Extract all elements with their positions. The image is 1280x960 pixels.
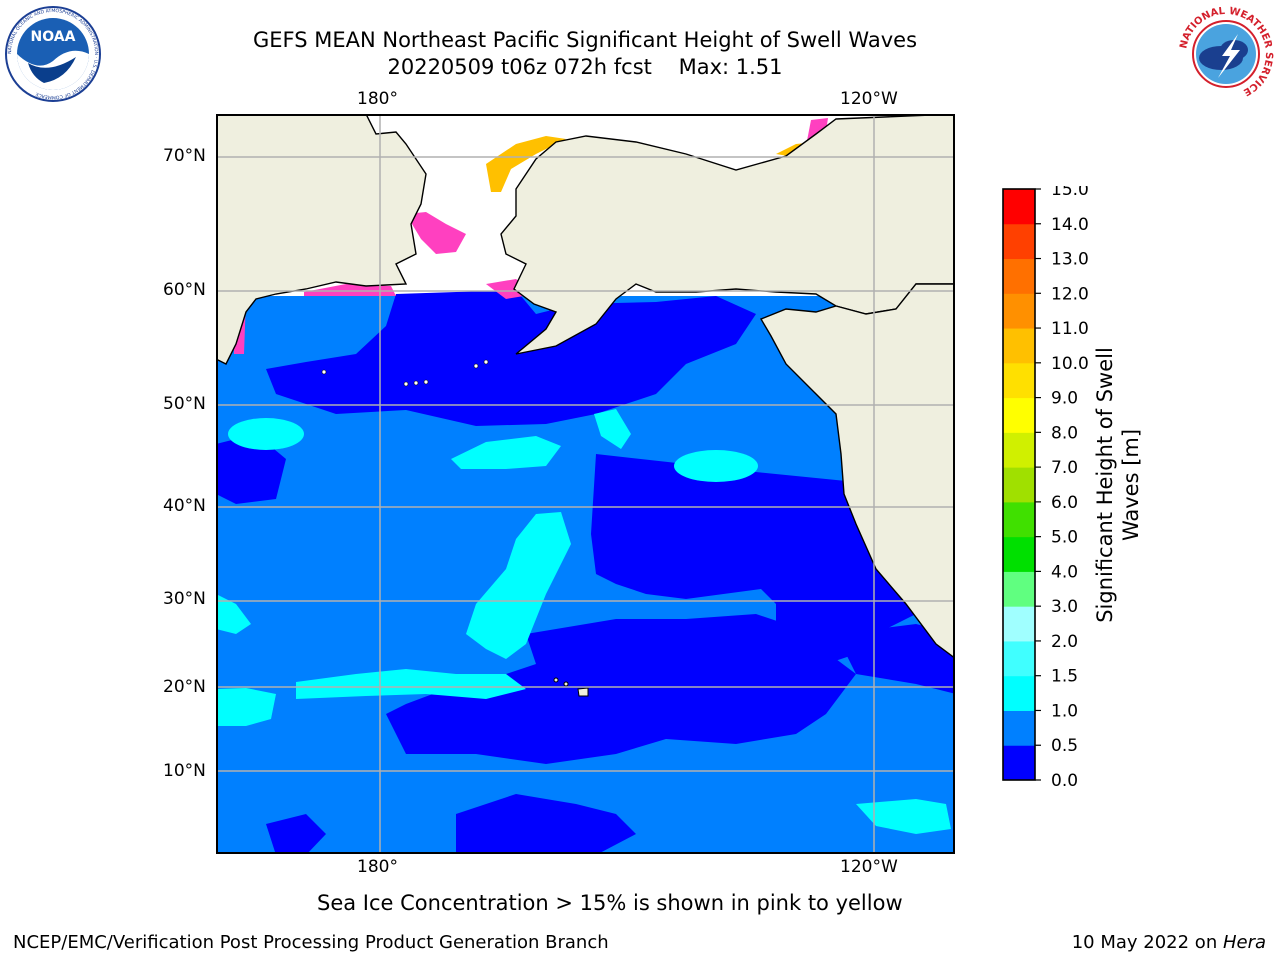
map-frame (216, 114, 955, 854)
map-subtitle: 20220509 t06z 072h fcst Max: 1.51 (387, 55, 783, 79)
high-swell-regions (217, 409, 951, 834)
date-text: 10 May 2022 on (1071, 932, 1223, 953)
colorbar-segment (1003, 606, 1035, 642)
colorbar-segment (1003, 223, 1035, 260)
colorbar-tick-label: 0.5 (1051, 736, 1078, 756)
lon-label-bottom-180: 180° (357, 857, 398, 877)
colorbar-segment (1003, 536, 1035, 572)
aleutian-islands (321, 359, 489, 387)
lon-label-top-180: 180° (357, 89, 398, 109)
land-masses (217, 115, 954, 659)
colorbar-segment (1003, 293, 1035, 329)
colorbar-segment (1003, 362, 1035, 399)
colorbar-segment (1003, 501, 1035, 538)
colorbar-segment (1003, 397, 1035, 433)
colorbar-tick-label: 2.0 (1051, 632, 1078, 652)
host-name: Hera (1222, 932, 1266, 953)
colorbar-label-line1: Significant Height of Swell (1093, 347, 1117, 623)
colorbar-segment (1003, 189, 1035, 225)
colorbar-frame (1002, 188, 1036, 781)
colorbar-tick-label: 10.0 (1051, 354, 1089, 374)
date-line: 10 May 2022 on Hera (1072, 932, 1266, 953)
graticule (217, 115, 954, 853)
sea-ice-note: Sea Ice Concentration > 15% is shown in … (317, 891, 903, 915)
colorbar-tick-label: 11.0 (1051, 319, 1089, 339)
lat-label-50n: 50°N (163, 394, 206, 414)
colorbar-tick-label: 6.0 (1051, 493, 1078, 513)
colorbar-segment (1003, 710, 1035, 746)
map-panel (216, 114, 955, 854)
colorbar-segment (1003, 640, 1035, 677)
nws-logo: NATIONAL WEATHER SERVICE (1178, 6, 1274, 102)
noaa-logo-text: NOAA (31, 29, 76, 45)
colorbar-tick-label: 13.0 (1051, 250, 1089, 270)
colorbar-segment (1003, 675, 1035, 711)
colorbar-segment (1003, 328, 1035, 364)
lat-label-30n: 30°N (163, 589, 206, 609)
colorbar-segment (1003, 467, 1035, 503)
colorbar-segment (1003, 571, 1035, 607)
lon-label-top-120w: 120°W (840, 89, 898, 109)
colorbar-tick-label: 1.0 (1051, 701, 1078, 721)
colorbar-segment (1003, 745, 1035, 781)
colorbar-segment (1003, 432, 1035, 468)
colorbar-tick-label: 1.5 (1051, 667, 1078, 687)
colorbar-tick-label: 14.0 (1051, 215, 1089, 235)
colorbar-label-line2: Waves [m] (1119, 428, 1143, 542)
hawaii-islands (553, 677, 589, 697)
colorbar-tick-label: 12.0 (1051, 284, 1089, 304)
colorbar: 0.0 0.5 1.0 1.5 2.0 3.0 4.0 5.0 6.0 7.0 8.0 9.0 10.0… (1002, 186, 1089, 786)
lat-label-40n: 40°N (163, 496, 206, 516)
lat-label-10n: 10°N (163, 761, 206, 781)
lat-label-20n: 20°N (163, 677, 206, 697)
colorbar-tick-label: 3.0 (1051, 597, 1078, 617)
lon-label-bottom-120w: 120°W (840, 857, 898, 877)
colorbar-tick-label: 9.0 (1051, 389, 1078, 409)
lat-label-60n: 60°N (163, 280, 206, 300)
colorbar-tick-label: 7.0 (1051, 458, 1078, 478)
colorbar-tick-label: 8.0 (1051, 423, 1078, 443)
lat-label-70n: 70°N (163, 146, 206, 166)
colorbar-tick-label: 15.0 (1051, 186, 1089, 200)
colorbar-tick-label: 0.0 (1051, 771, 1078, 786)
credit-line: NCEP/EMC/Verification Post Processing Pr… (13, 932, 609, 953)
colorbar-tick-label: 4.0 (1051, 562, 1078, 582)
noaa-logo: NOAA NATIONAL OCEANIC AND ATMOSPHERIC AD… (5, 6, 101, 102)
map-title: GEFS MEAN Northeast Pacific Significant … (252, 28, 918, 52)
colorbar-segment (1003, 258, 1035, 294)
colorbar-tick-label: 5.0 (1051, 528, 1078, 548)
